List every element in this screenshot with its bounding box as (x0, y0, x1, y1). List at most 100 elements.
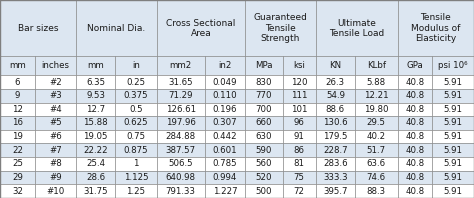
Bar (35, 116, 76, 130)
Text: 91: 91 (294, 132, 305, 141)
Text: 640.98: 640.98 (166, 173, 196, 182)
Bar (398, 157, 432, 171)
Bar (355, 75, 398, 89)
Bar (157, 143, 205, 157)
Text: 25.4: 25.4 (86, 159, 105, 168)
Bar (115, 171, 157, 184)
Text: MPa: MPa (255, 61, 273, 70)
Bar (432, 143, 474, 157)
Text: 791.33: 791.33 (166, 187, 196, 196)
Text: 5.91: 5.91 (444, 187, 463, 196)
Text: 0.875: 0.875 (124, 146, 148, 155)
Bar (115, 130, 157, 143)
Text: 40.8: 40.8 (406, 173, 425, 182)
Text: Guaranteed
Tensile
Strength: Guaranteed Tensile Strength (254, 13, 308, 43)
Text: 12.21: 12.21 (364, 91, 389, 100)
Text: 74.6: 74.6 (367, 173, 386, 182)
Text: 0.110: 0.110 (213, 91, 237, 100)
Bar (205, 184, 245, 198)
Bar (245, 184, 283, 198)
Text: in: in (132, 61, 140, 70)
Bar (205, 130, 245, 143)
Text: 0.375: 0.375 (124, 91, 148, 100)
Bar (283, 184, 316, 198)
Bar (76, 89, 115, 103)
Text: 0.5: 0.5 (129, 105, 143, 114)
Bar (205, 89, 245, 103)
Text: 19.05: 19.05 (83, 132, 108, 141)
Bar (283, 89, 316, 103)
Bar (245, 116, 283, 130)
Bar (398, 0, 474, 56)
Text: 40.8: 40.8 (406, 187, 425, 196)
Bar (76, 103, 115, 116)
Text: 40.2: 40.2 (367, 132, 386, 141)
Text: #2: #2 (49, 78, 62, 87)
Bar (76, 157, 115, 171)
Bar (205, 171, 245, 184)
Bar (35, 130, 76, 143)
Text: 387.57: 387.57 (166, 146, 196, 155)
Text: 1.125: 1.125 (124, 173, 148, 182)
Text: 51.7: 51.7 (367, 146, 386, 155)
Bar (355, 157, 398, 171)
Bar (355, 130, 398, 143)
Bar (205, 75, 245, 89)
Text: 40.8: 40.8 (406, 91, 425, 100)
Text: KN: KN (329, 61, 341, 70)
Bar (35, 75, 76, 89)
Bar (157, 116, 205, 130)
Text: 120: 120 (291, 78, 308, 87)
Text: 88.6: 88.6 (326, 105, 345, 114)
Text: 284.88: 284.88 (166, 132, 196, 141)
Text: 96: 96 (294, 118, 305, 128)
Bar (432, 56, 474, 75)
Bar (245, 143, 283, 157)
Bar (432, 103, 474, 116)
Text: ksi: ksi (293, 61, 305, 70)
Text: 179.5: 179.5 (323, 132, 347, 141)
Text: 197.96: 197.96 (166, 118, 196, 128)
Text: 88.3: 88.3 (367, 187, 386, 196)
Text: 660: 660 (255, 118, 272, 128)
Bar (76, 143, 115, 157)
Text: 25: 25 (12, 159, 23, 168)
Text: 5.91: 5.91 (444, 91, 463, 100)
Bar (205, 143, 245, 157)
Bar (115, 157, 157, 171)
Text: 520: 520 (255, 173, 272, 182)
Text: 29: 29 (12, 173, 23, 182)
Text: 72: 72 (294, 187, 305, 196)
Bar (398, 171, 432, 184)
Text: 1.227: 1.227 (213, 187, 237, 196)
Bar (157, 89, 205, 103)
Bar (115, 184, 157, 198)
Bar (283, 130, 316, 143)
Bar (157, 56, 205, 75)
Bar (283, 171, 316, 184)
Bar (115, 89, 157, 103)
Bar (35, 56, 76, 75)
Text: 16: 16 (12, 118, 23, 128)
Bar (76, 171, 115, 184)
Bar (316, 130, 355, 143)
Bar (205, 116, 245, 130)
Bar (432, 130, 474, 143)
Text: 75: 75 (294, 173, 305, 182)
Bar (398, 143, 432, 157)
Text: 111: 111 (291, 91, 308, 100)
Bar (245, 89, 283, 103)
Bar (355, 143, 398, 157)
Bar (316, 143, 355, 157)
Bar (283, 143, 316, 157)
Bar (316, 184, 355, 198)
Text: 15.88: 15.88 (83, 118, 108, 128)
Text: Bar sizes: Bar sizes (18, 24, 58, 33)
Bar (0, 116, 35, 130)
Text: 9.53: 9.53 (86, 91, 105, 100)
Text: 5.91: 5.91 (444, 159, 463, 168)
Text: 333.3: 333.3 (323, 173, 348, 182)
Text: #7: #7 (49, 146, 62, 155)
Text: psi 10⁶: psi 10⁶ (438, 61, 468, 70)
Text: 5.91: 5.91 (444, 78, 463, 87)
